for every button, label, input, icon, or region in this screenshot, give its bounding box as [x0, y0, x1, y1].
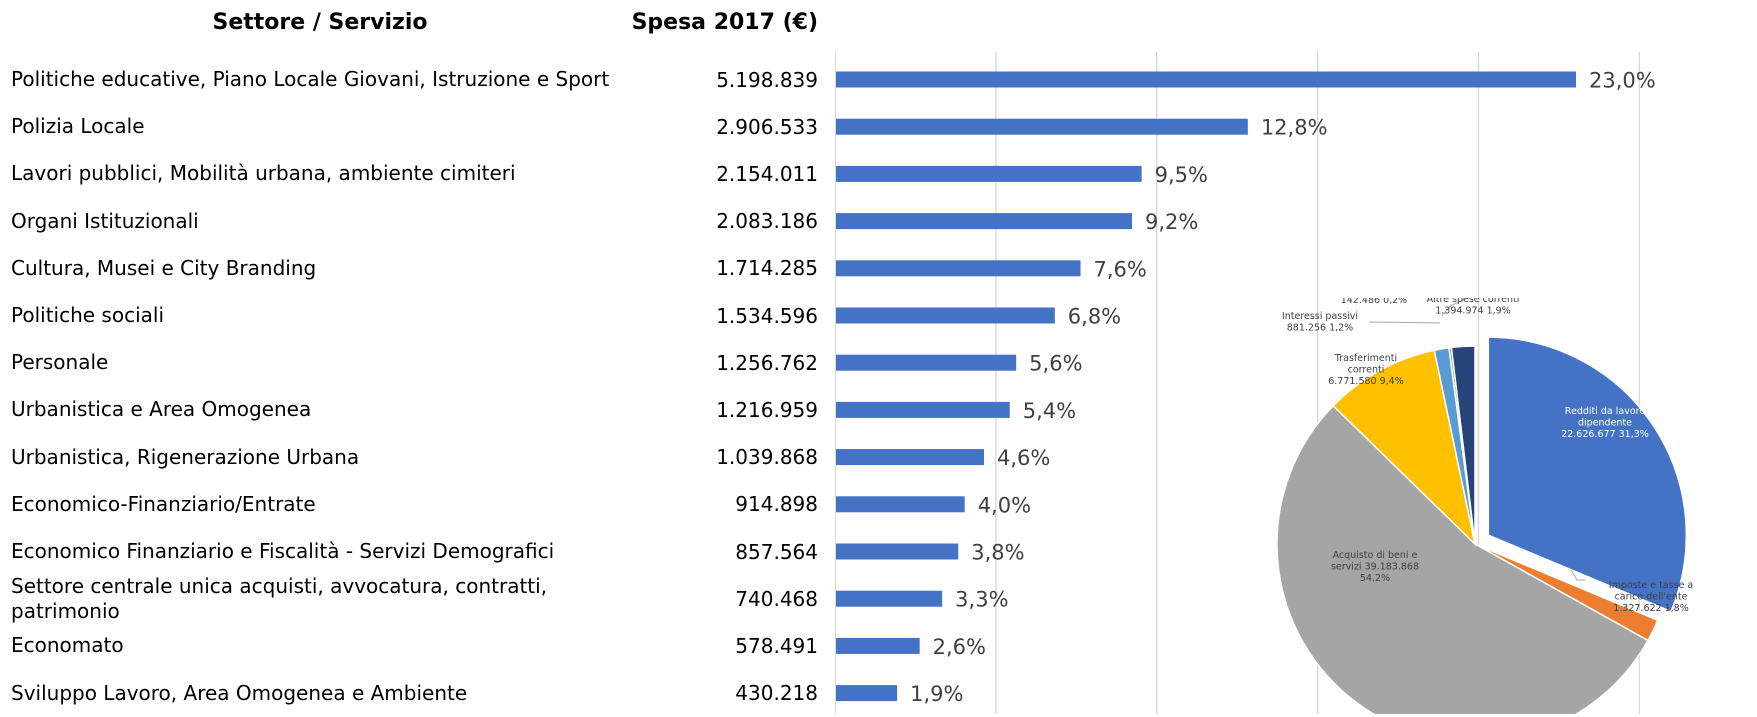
- table-row: Urbanistica e Area Omogenea 1.216.959: [0, 386, 830, 433]
- sector-name: Urbanistica, Rigenerazione Urbana: [11, 444, 360, 469]
- table-row: Economico-Finanziario/Entrate 914.898: [0, 481, 830, 528]
- sector-name: Organi Istituzionali: [11, 208, 199, 233]
- pie-chart: Redditi da lavoro dipendente 22.626.677 31…: [1276, 298, 1693, 714]
- spend-value: 5.198.839: [716, 67, 818, 92]
- sector-name: Settore centrale unica acquisti, avvocat…: [11, 573, 548, 623]
- bar-value-label: 9,2%: [1145, 210, 1198, 234]
- table-row: Economato 578.491: [0, 622, 830, 669]
- pie-slice-label: Rimborsi e postecorrettive delle entrate…: [1319, 298, 1429, 306]
- sector-name: Politiche educative, Piano Locale Giovan…: [11, 67, 610, 91]
- spend-value: 578.491: [735, 633, 818, 658]
- sector-name: Economato: [11, 633, 124, 658]
- bar: [836, 449, 984, 466]
- sector-name: Personale: [11, 350, 109, 375]
- sector-name: Lavori pubblici, Mobilità urbana, ambien…: [11, 161, 516, 186]
- bar-value-label: 2,6%: [933, 635, 986, 659]
- bar-value-label: 12,8%: [1261, 116, 1328, 140]
- pie-slice-label: Interessi passivi 881.256 1,2%: [1282, 311, 1358, 334]
- table-row: Sviluppo Lavoro, Area Omogenea e Ambient…: [0, 670, 830, 717]
- bar-value-label: 4,0%: [978, 493, 1031, 517]
- bar: [836, 496, 965, 513]
- bar-value-label: 6,8%: [1068, 305, 1121, 329]
- column-header-sector: Settore / Servizio: [212, 10, 428, 35]
- spend-value: 914.898: [735, 492, 818, 517]
- column-header-spend: Spesa 2017 (€): [631, 10, 818, 35]
- sector-name: Urbanistica e Area Omogenea: [11, 397, 312, 422]
- bar: [836, 590, 943, 607]
- leader-line: [1368, 321, 1441, 324]
- spend-value: 740.468: [735, 586, 818, 611]
- table-row: Politiche educative, Piano Locale Giovan…: [0, 56, 830, 103]
- table-row: Organi Istituzionali 2.083.186: [0, 198, 830, 245]
- bar-value-label: 4,6%: [997, 446, 1050, 470]
- bar: [836, 118, 1248, 135]
- bar: [836, 685, 898, 702]
- spend-value: 1.256.762: [716, 350, 818, 375]
- table-row: Cultura, Musei e City Branding 1.714.285: [0, 245, 830, 292]
- pie-slice: [1332, 349, 1477, 547]
- pie-slice-label: Trasferimenti correnti 6.771.580 9,4%: [1328, 353, 1404, 387]
- spend-value: 2.154.011: [716, 161, 818, 186]
- bar-value-label: 1,9%: [910, 682, 963, 706]
- bar-chart: 23,0% 12,8% 9,5% 9,2% 7,6% 6,8% 5,6% 5,4% 4,6% 4,…: [835, 52, 1656, 714]
- bar: [836, 401, 1010, 418]
- bar: [836, 260, 1081, 277]
- leader-line: [1441, 298, 1468, 317]
- sector-name: Polizia Locale: [11, 114, 145, 139]
- pie-slice-label: Acquisto di beni e servizi 39.183.868 54,2…: [1331, 550, 1419, 584]
- table-row: Settore centrale unica acquisti, avvocat…: [0, 573, 830, 623]
- bar-value-label: 23,0%: [1589, 69, 1656, 93]
- spend-value: 2.906.533: [716, 114, 818, 139]
- pie-slice-label: Imposte e tasse a carico dell'ente 1.327.6…: [1609, 580, 1693, 614]
- sector-name: Cultura, Musei e City Branding: [11, 255, 317, 280]
- bar-value-label: 9,5%: [1155, 163, 1208, 187]
- bar: [836, 213, 1132, 230]
- bar: [836, 307, 1055, 324]
- bar-value-label: 3,3%: [955, 588, 1008, 612]
- bar: [836, 71, 1576, 88]
- table-row: Lavori pubblici, Mobilità urbana, ambien…: [0, 150, 830, 197]
- bar: [836, 165, 1142, 182]
- table-row: Personale 1.256.762: [0, 339, 830, 386]
- bar: [836, 543, 959, 560]
- bar: [836, 637, 920, 654]
- spend-value: 857.564: [735, 539, 818, 564]
- leader-line: [1570, 569, 1585, 581]
- table-row: Politiche sociali 1.534.596: [0, 292, 830, 339]
- sector-name: Economico-Finanziario/Entrate: [11, 491, 316, 516]
- bar: [836, 354, 1017, 371]
- sector-name: Economico Finanziario e Fiscalità - Serv…: [11, 539, 555, 563]
- pie-slice-label: Redditi da lavoro dipendente 22.626.677 31…: [1561, 406, 1649, 440]
- spend-value: 430.218: [735, 681, 818, 706]
- bar-value-label: 5,6%: [1029, 352, 1082, 376]
- spend-value: 1.714.285: [716, 256, 818, 281]
- spend-value: 1.534.596: [716, 303, 818, 328]
- table-row: Economico Finanziario e Fiscalità - Serv…: [0, 528, 830, 575]
- pie-slice: [1450, 345, 1476, 545]
- table-row: Polizia Locale 2.906.533: [0, 103, 830, 150]
- bar-value-label: 5,4%: [1023, 399, 1076, 423]
- bar-value-label: 3,8%: [971, 541, 1024, 565]
- pie-slice: [1276, 404, 1649, 714]
- sector-name: Sviluppo Lavoro, Area Omogenea e Ambient…: [11, 680, 468, 705]
- bar-value-label: 7,6%: [1094, 257, 1147, 281]
- pie-slice: [1487, 336, 1688, 613]
- spend-value: 2.083.186: [716, 209, 818, 234]
- table-row: Urbanistica, Rigenerazione Urbana 1.039.8…: [0, 434, 830, 481]
- spend-value: 1.039.868: [716, 445, 818, 470]
- spend-value: 1.216.959: [716, 397, 818, 422]
- sector-name: Politiche sociali: [11, 303, 165, 327]
- pie-slice-label: Altre spese correnti 1.394.974 1,9%: [1427, 298, 1520, 317]
